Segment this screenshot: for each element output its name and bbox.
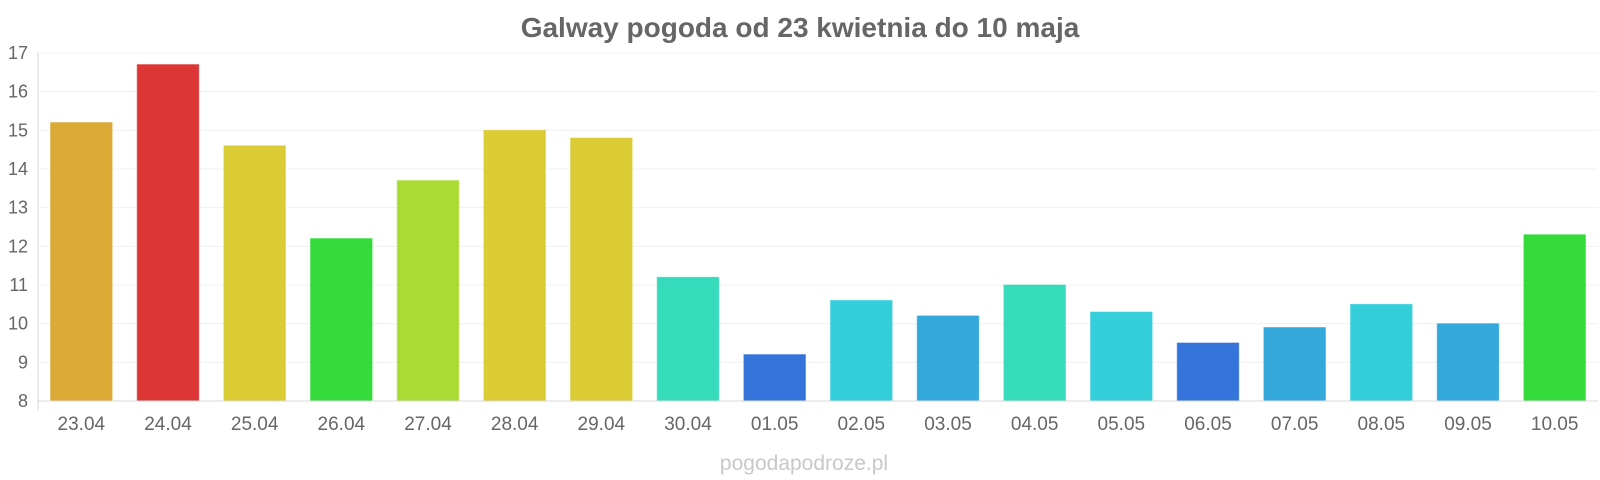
- y-tick-label: 15: [8, 120, 28, 140]
- x-tick-label: 30.04: [664, 414, 712, 435]
- bar-01.05: [743, 354, 806, 402]
- bar-03.05: [916, 315, 980, 402]
- bar-29.04: [570, 137, 633, 402]
- y-tick-label: 9: [18, 352, 28, 372]
- y-tick-label: 16: [8, 82, 28, 102]
- y-tick-label: 14: [8, 159, 28, 179]
- chart-title: Galway pogoda od 23 kwietnia do 10 maja: [521, 12, 1080, 43]
- x-tick-label: 26.04: [318, 414, 366, 435]
- x-tick-label: 25.04: [231, 414, 279, 435]
- bar-24.04: [136, 64, 200, 402]
- x-axis-ticks: 23.04 24.04 25.04 26.04 27.04 28.04 29.04 30.04…: [58, 414, 1579, 435]
- y-tick-label: 8: [18, 391, 28, 411]
- bar-10.05: [1523, 234, 1586, 402]
- bar-23.04: [50, 122, 113, 402]
- bar-08.05: [1350, 303, 1413, 402]
- y-tick-label: 10: [8, 314, 28, 334]
- x-tick-label: 07.05: [1271, 414, 1319, 435]
- x-tick-label: 28.04: [491, 414, 539, 435]
- bar-26.04: [310, 238, 373, 402]
- bar-05.05: [1090, 311, 1153, 402]
- x-tick-label: 27.04: [404, 414, 452, 435]
- bar-04.05: [1003, 284, 1066, 402]
- x-tick-label: 06.05: [1184, 414, 1232, 435]
- y-axis-ticks: 8 9 10 11 12 13 14 15 16 17: [8, 43, 28, 411]
- x-tick-label: 10.05: [1531, 414, 1579, 435]
- x-tick-label: 02.05: [838, 414, 886, 435]
- y-tick-label: 17: [8, 43, 28, 63]
- watermark: pogodapodroze.pl: [720, 452, 888, 475]
- gridlines: [38, 52, 1598, 402]
- bars: [50, 64, 1586, 402]
- x-tick-label: 29.04: [578, 414, 626, 435]
- y-tick-label: 11: [9, 275, 28, 295]
- x-tick-label: 01.05: [751, 414, 799, 435]
- x-tick-label: 09.05: [1444, 414, 1492, 435]
- x-tick-label: 24.04: [144, 414, 192, 435]
- bar-07.05: [1263, 327, 1326, 402]
- bar-30.04: [656, 276, 720, 402]
- bar-25.04: [223, 145, 286, 402]
- x-tick-label: 23.04: [58, 414, 106, 435]
- x-tick-label: 05.05: [1098, 414, 1146, 435]
- y-tick-label: 12: [8, 236, 28, 256]
- x-tick-label: 03.05: [924, 414, 972, 435]
- bar-28.04: [483, 129, 546, 402]
- bar-02.05: [830, 299, 893, 402]
- bar-27.04: [396, 180, 460, 402]
- bar-09.05: [1436, 323, 1500, 402]
- bar-06.05: [1176, 342, 1240, 402]
- y-tick-label: 13: [8, 198, 28, 218]
- x-tick-label: 08.05: [1358, 414, 1406, 435]
- x-tick-label: 04.05: [1011, 414, 1059, 435]
